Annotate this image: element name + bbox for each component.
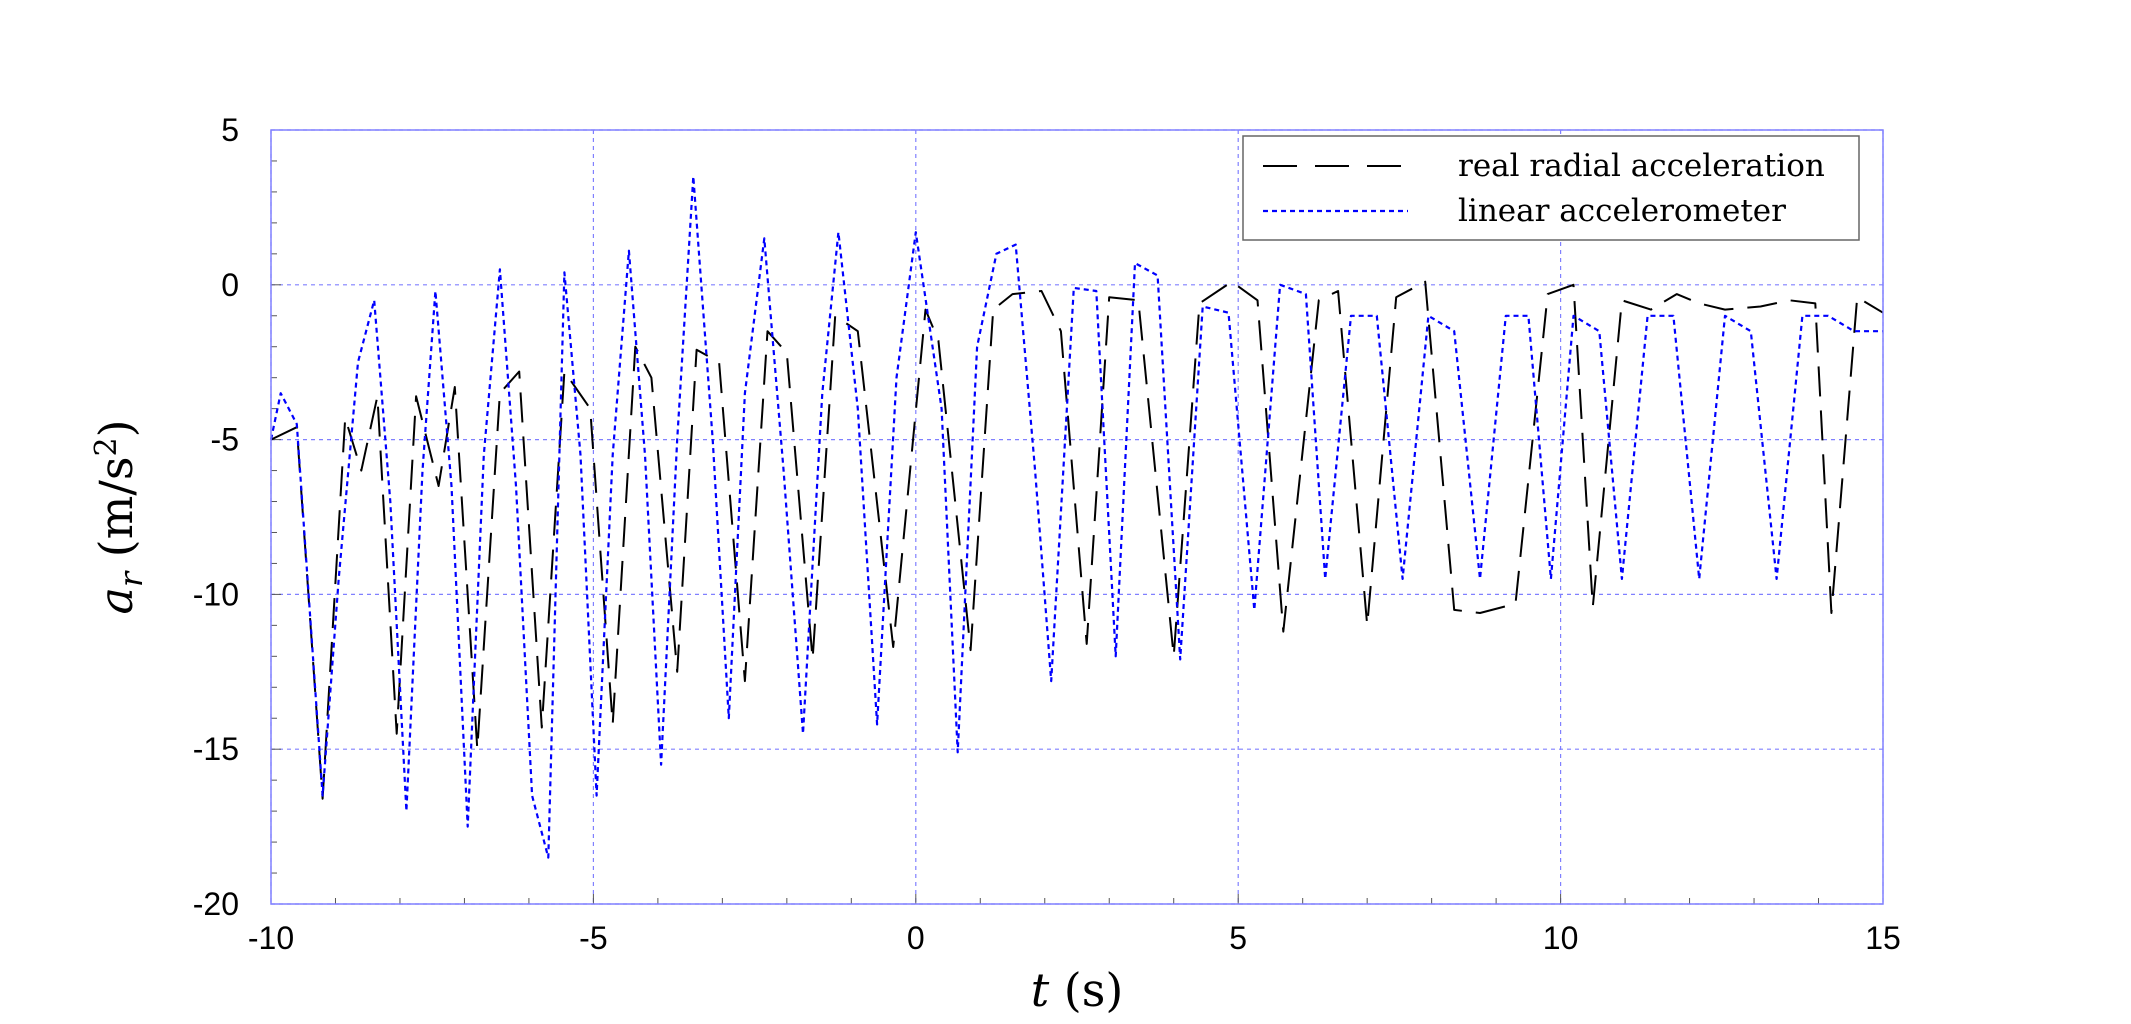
plot-frame [270, 129, 1884, 905]
y-tick-label: 0 [221, 267, 239, 303]
y-axis-unit: (m/s [89, 457, 143, 572]
x-tick-label: -10 [248, 920, 294, 956]
x-tick-label: -5 [579, 920, 607, 956]
y-axis-unit-close: ) [89, 419, 143, 437]
tick-labels: -10 -5 0 5 10 15 5 0 -5 -10 -15 -20 [193, 112, 1901, 956]
y-tick-label: -15 [193, 731, 239, 767]
legend-label-real: real radial acceleration [1458, 148, 1825, 184]
x-tick-label: 10 [1543, 920, 1579, 956]
y-axis-unit-exponent: 2 [89, 437, 124, 456]
y-axis-var: a [89, 587, 143, 614]
x-axis-label: t (s) [1031, 963, 1124, 1017]
legend-box [1242, 135, 1860, 241]
minor-ticks [270, 129, 1884, 905]
y-axis-subscript: r [112, 570, 150, 587]
x-axis-unit: (s) [1049, 963, 1123, 1017]
legend: real radial acceleration linear accelero… [1242, 135, 1860, 241]
series-line-real-radial-acceleration [270, 280, 1884, 800]
x-tick-label: 5 [1229, 920, 1247, 956]
series-line-linear-accelerometer [269, 175, 1883, 859]
y-tick-label: -20 [193, 886, 239, 922]
y-axis-label: ar (m/s2) [89, 419, 150, 614]
y-tick-label: 5 [221, 112, 239, 148]
legend-label-linear: linear accelerometer [1458, 193, 1786, 229]
x-tick-label: 0 [907, 920, 925, 956]
y-tick-label: -5 [211, 422, 239, 458]
x-axis-var: t [1031, 963, 1050, 1017]
x-tick-label: 15 [1865, 920, 1901, 956]
y-tick-label: -10 [193, 576, 239, 612]
series-layer [269, 175, 1884, 859]
